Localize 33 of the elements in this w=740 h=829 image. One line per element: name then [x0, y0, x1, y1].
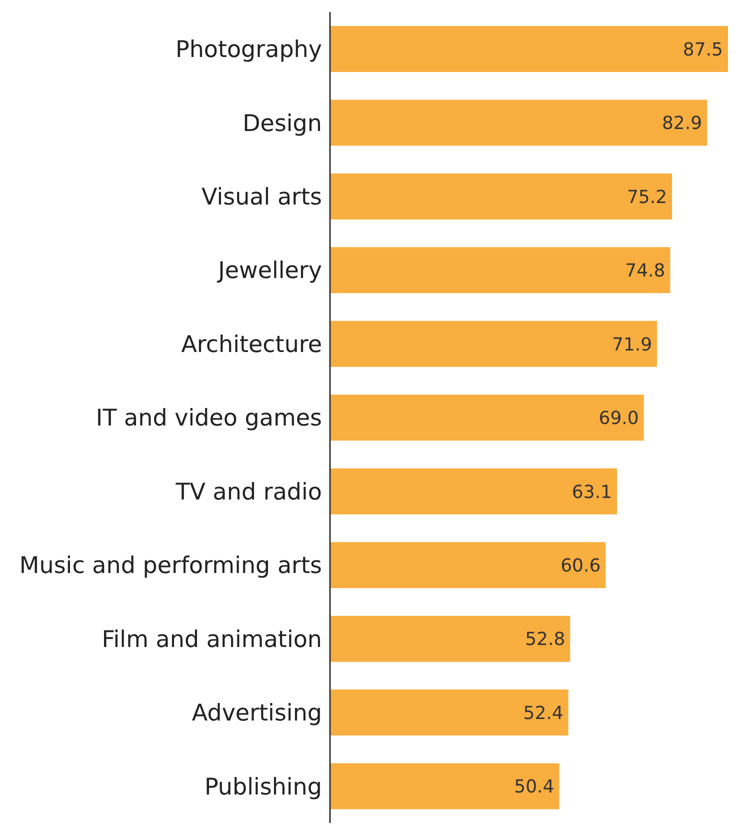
data-label: 74.8 — [625, 260, 666, 282]
y-tick-label: Jewellery — [216, 258, 322, 284]
y-tick-label: TV and radio — [174, 479, 322, 506]
data-label: 87.5 — [682, 39, 723, 60]
bar — [330, 616, 570, 662]
bar — [330, 247, 670, 294]
data-label: 82.9 — [662, 113, 702, 134]
y-tick-label: Design — [242, 110, 322, 137]
bar — [330, 468, 618, 514]
y-tick-label: Architecture — [181, 332, 322, 358]
y-tick-label: Music and performing arts — [19, 553, 322, 580]
data-label: 52.4 — [523, 702, 564, 724]
data-label: 52.8 — [525, 629, 566, 650]
y-tick-label: Publishing — [204, 774, 322, 800]
bar — [330, 100, 708, 146]
y-tick-label: IT and video games — [96, 406, 322, 432]
bar — [330, 394, 644, 441]
y-tick-label: Visual arts — [201, 184, 322, 210]
y-tick-label: Advertising — [192, 700, 322, 727]
data-label: 75.2 — [626, 186, 668, 208]
bar — [330, 763, 560, 810]
data-label: 71.9 — [612, 334, 652, 356]
data-label: 69.0 — [598, 408, 639, 430]
y-tick-label: Photography — [175, 37, 322, 64]
y-tick-label: Film and animation — [102, 626, 322, 653]
bar — [330, 26, 728, 72]
bar — [330, 173, 672, 220]
data-label: 60.6 — [560, 555, 601, 576]
data-label: 50.4 — [514, 776, 554, 798]
bar — [330, 690, 568, 736]
bar — [330, 542, 606, 588]
bar — [330, 320, 658, 367]
data-label: 63.1 — [572, 482, 612, 503]
